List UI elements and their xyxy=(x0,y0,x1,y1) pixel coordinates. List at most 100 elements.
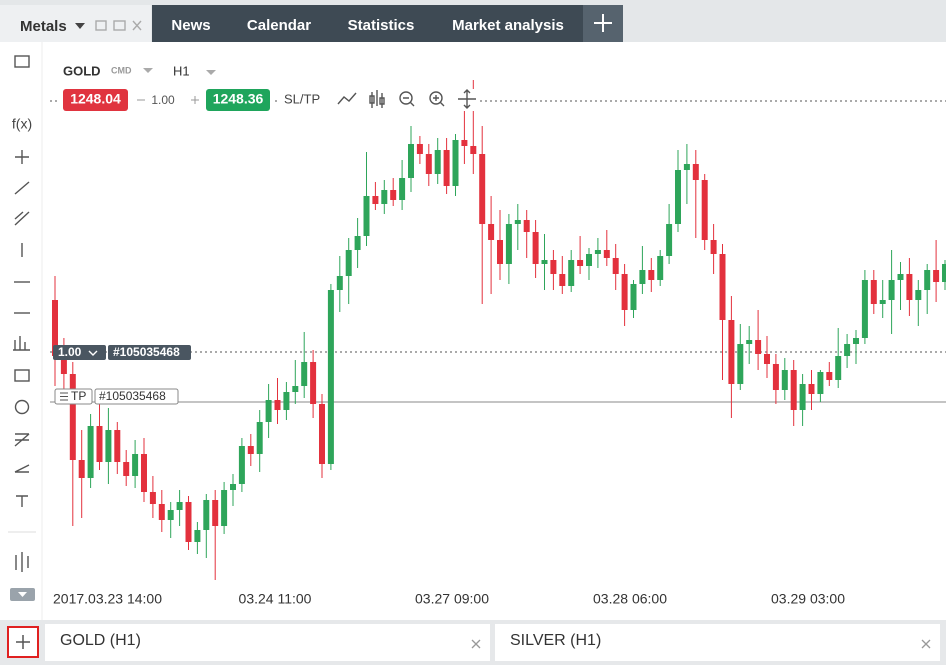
candle-body xyxy=(559,274,566,286)
candle-body xyxy=(701,180,708,240)
candle-body xyxy=(577,260,584,266)
candle-body xyxy=(870,280,877,304)
candle-body xyxy=(666,224,673,256)
candle-icon[interactable] xyxy=(369,90,385,108)
tool-icon[interactable] xyxy=(14,399,30,415)
candle-body xyxy=(265,400,272,422)
candle-body xyxy=(336,276,343,290)
candle-body xyxy=(425,154,432,174)
maximize-icon[interactable] xyxy=(113,20,126,31)
move-icon[interactable] xyxy=(458,89,476,109)
candle-body xyxy=(683,164,690,170)
close-icon[interactable] xyxy=(471,639,481,649)
detach-icon[interactable] xyxy=(95,20,107,31)
zoom-in-icon[interactable] xyxy=(429,91,443,105)
x-tick-label: 03.29 03:00 xyxy=(771,591,845,607)
tool-icon[interactable] xyxy=(14,181,30,195)
x-tick-label: 03.28 06:00 xyxy=(593,591,667,607)
candle-body xyxy=(861,280,868,338)
candle-body xyxy=(319,404,325,464)
candle-body xyxy=(639,270,646,284)
tool-icon[interactable] xyxy=(13,336,30,351)
icon-part xyxy=(433,95,445,107)
candle-body xyxy=(238,446,245,484)
line-chart-icon[interactable] xyxy=(337,92,357,105)
candle-body xyxy=(523,220,530,232)
tool-icon[interactable] xyxy=(14,211,30,226)
candle-body xyxy=(212,500,219,526)
candle-body xyxy=(114,430,121,462)
close-icon[interactable] xyxy=(132,20,142,31)
symbol[interactable]: GOLD xyxy=(63,63,101,78)
sltp-button[interactable]: SL/TP xyxy=(284,91,320,106)
candle-body xyxy=(897,274,904,280)
dropdown-arrow[interactable] xyxy=(143,68,153,73)
close-icon[interactable] xyxy=(921,639,931,649)
candles xyxy=(52,80,946,580)
candle-body xyxy=(69,374,76,460)
tool-icon[interactable] xyxy=(14,464,30,473)
candle-body xyxy=(550,260,557,274)
tool-icon[interactable] xyxy=(15,552,29,572)
candle-body xyxy=(247,446,254,454)
tool-icon[interactable] xyxy=(14,55,30,68)
candle-body xyxy=(505,224,512,264)
tab[interactable]: Calendar xyxy=(247,17,311,34)
chart-tab-title: GOLD (H1) xyxy=(60,632,141,649)
volume[interactable]: 1.00 xyxy=(151,93,175,107)
toolbar: f(x) xyxy=(8,55,36,601)
tool-icon[interactable] xyxy=(16,495,28,507)
tab[interactable]: Statistics xyxy=(348,17,415,34)
candle-body xyxy=(185,502,192,542)
candle-body xyxy=(87,426,94,478)
candle-body xyxy=(799,384,806,410)
tab-strip xyxy=(152,5,623,42)
chart-tab[interactable] xyxy=(45,624,490,661)
tp-id-tag[interactable] xyxy=(94,388,179,405)
candle-body xyxy=(105,430,112,462)
tool-icon[interactable] xyxy=(15,150,29,164)
tab[interactable]: Market analysis xyxy=(452,17,564,34)
candle-body xyxy=(692,164,699,180)
candle-body xyxy=(443,150,450,186)
candle-body xyxy=(933,270,940,282)
candle-body xyxy=(461,140,468,146)
chart-tab[interactable] xyxy=(495,624,940,661)
zoom-out-icon[interactable] xyxy=(399,91,413,105)
ask-price: 1248.36 xyxy=(213,91,264,107)
order-volume: 1.00 xyxy=(58,345,82,359)
candle-body xyxy=(149,492,156,504)
candle-body xyxy=(327,290,334,464)
tool-fx[interactable]: f(x) xyxy=(12,116,32,132)
tab[interactable]: News xyxy=(171,17,210,34)
workspace-title: Metals xyxy=(20,18,67,35)
icon-part xyxy=(403,97,415,107)
candle-body xyxy=(630,284,637,310)
tool-icon[interactable] xyxy=(14,433,30,447)
dropdown-arrow[interactable] xyxy=(206,70,216,75)
candle-body xyxy=(764,354,770,364)
order-id-tag[interactable] xyxy=(108,345,191,360)
dropdown-arrow[interactable] xyxy=(75,23,85,29)
candle-body xyxy=(942,264,946,282)
candle-body xyxy=(568,260,575,286)
candle-body xyxy=(648,270,655,280)
tool-icon[interactable] xyxy=(14,369,30,382)
buy-button[interactable] xyxy=(206,89,270,111)
plus-icon[interactable] xyxy=(191,96,199,104)
candle-body xyxy=(737,344,744,384)
sell-button[interactable] xyxy=(63,89,128,111)
candle-body xyxy=(176,502,183,510)
candle-body xyxy=(310,362,317,404)
candle-body xyxy=(719,254,726,320)
candle-body xyxy=(372,196,379,204)
candle-body xyxy=(479,154,486,224)
arrow xyxy=(18,592,27,597)
candle-body xyxy=(283,392,290,410)
order-volume-tag[interactable] xyxy=(53,345,106,360)
plus-icon xyxy=(16,635,30,649)
candle-body xyxy=(408,144,414,178)
timeframe[interactable]: H1 xyxy=(173,63,190,78)
